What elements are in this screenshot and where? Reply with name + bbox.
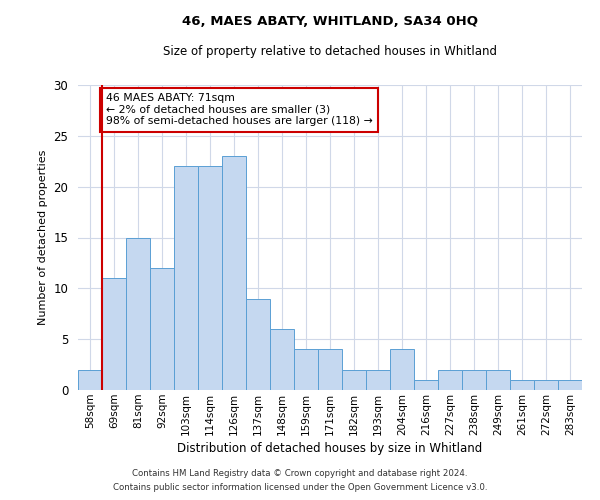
Bar xyxy=(222,156,246,390)
Text: 46, MAES ABATY, WHITLAND, SA34 0HQ: 46, MAES ABATY, WHITLAND, SA34 0HQ xyxy=(182,15,478,28)
Bar xyxy=(486,370,510,390)
Bar xyxy=(78,370,102,390)
Bar xyxy=(438,370,462,390)
Bar xyxy=(174,166,198,390)
Bar xyxy=(318,350,342,390)
Bar xyxy=(462,370,486,390)
Text: 46 MAES ABATY: 71sqm
← 2% of detached houses are smaller (3)
98% of semi-detache: 46 MAES ABATY: 71sqm ← 2% of detached ho… xyxy=(106,93,373,126)
X-axis label: Distribution of detached houses by size in Whitland: Distribution of detached houses by size … xyxy=(178,442,482,455)
Text: Contains public sector information licensed under the Open Government Licence v3: Contains public sector information licen… xyxy=(113,484,487,492)
Bar xyxy=(150,268,174,390)
Bar xyxy=(246,298,270,390)
Bar xyxy=(294,350,318,390)
Bar xyxy=(558,380,582,390)
Bar xyxy=(270,329,294,390)
Bar xyxy=(390,350,414,390)
Text: Contains HM Land Registry data © Crown copyright and database right 2024.: Contains HM Land Registry data © Crown c… xyxy=(132,468,468,477)
Y-axis label: Number of detached properties: Number of detached properties xyxy=(38,150,48,325)
Bar xyxy=(342,370,366,390)
Text: Size of property relative to detached houses in Whitland: Size of property relative to detached ho… xyxy=(163,45,497,58)
Bar xyxy=(534,380,558,390)
Bar xyxy=(414,380,438,390)
Bar xyxy=(102,278,126,390)
Bar xyxy=(126,238,150,390)
Bar xyxy=(366,370,390,390)
Bar xyxy=(510,380,534,390)
Bar xyxy=(198,166,222,390)
